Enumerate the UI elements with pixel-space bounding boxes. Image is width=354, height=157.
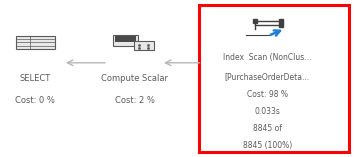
FancyBboxPatch shape: [16, 36, 55, 49]
Text: Cost: 2 %: Cost: 2 %: [115, 96, 154, 105]
FancyBboxPatch shape: [115, 36, 136, 42]
FancyBboxPatch shape: [134, 41, 154, 50]
Text: 8845 of: 8845 of: [253, 124, 282, 133]
Text: Cost: 0 %: Cost: 0 %: [16, 96, 55, 105]
Text: 0.033s: 0.033s: [254, 107, 280, 116]
Text: 8845 (100%): 8845 (100%): [242, 141, 292, 150]
FancyBboxPatch shape: [113, 35, 138, 46]
FancyBboxPatch shape: [199, 5, 349, 152]
Text: Compute Scalar: Compute Scalar: [101, 74, 168, 83]
Text: [PurchaseOrderDeta...: [PurchaseOrderDeta...: [225, 72, 310, 81]
Text: Cost: 98 %: Cost: 98 %: [247, 90, 288, 99]
Text: Index  Scan (NonClus...: Index Scan (NonClus...: [223, 53, 312, 62]
Text: SELECT: SELECT: [20, 74, 51, 83]
